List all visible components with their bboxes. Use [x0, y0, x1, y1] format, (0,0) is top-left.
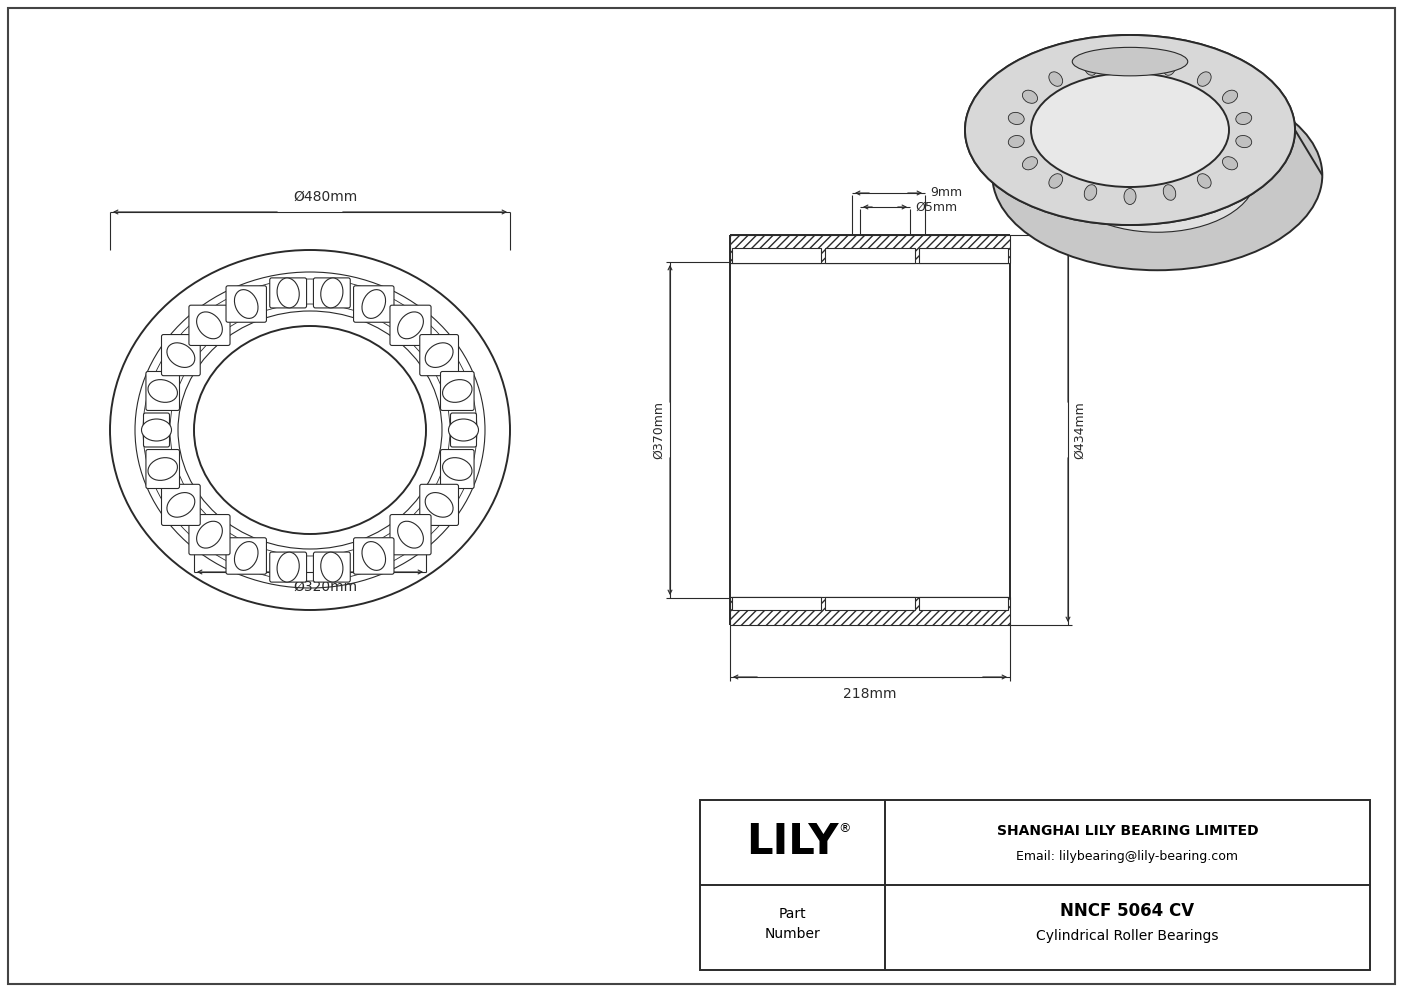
Ellipse shape: [965, 35, 1295, 225]
Ellipse shape: [397, 521, 424, 549]
Bar: [919, 248, 1007, 263]
FancyBboxPatch shape: [390, 515, 431, 555]
Ellipse shape: [1085, 185, 1097, 200]
Ellipse shape: [1049, 174, 1062, 188]
Text: 9mm: 9mm: [930, 186, 962, 199]
Text: Ø480mm: Ø480mm: [293, 190, 358, 204]
Ellipse shape: [1124, 56, 1136, 71]
Ellipse shape: [196, 521, 222, 549]
Ellipse shape: [1197, 71, 1211, 86]
Ellipse shape: [965, 35, 1295, 225]
FancyBboxPatch shape: [441, 371, 474, 411]
Ellipse shape: [1009, 112, 1024, 125]
Text: Part
Number: Part Number: [765, 908, 821, 940]
Ellipse shape: [276, 278, 299, 308]
Ellipse shape: [1222, 157, 1237, 170]
FancyBboxPatch shape: [189, 306, 230, 345]
Ellipse shape: [234, 542, 258, 570]
Ellipse shape: [1236, 112, 1251, 125]
Ellipse shape: [1023, 90, 1038, 103]
FancyBboxPatch shape: [313, 553, 351, 582]
FancyBboxPatch shape: [161, 484, 201, 526]
Ellipse shape: [1065, 118, 1243, 220]
Bar: [919, 597, 1007, 610]
Ellipse shape: [992, 80, 1322, 270]
Ellipse shape: [1236, 136, 1251, 148]
FancyBboxPatch shape: [146, 449, 180, 488]
Ellipse shape: [147, 380, 177, 403]
Ellipse shape: [1009, 136, 1024, 148]
Ellipse shape: [362, 542, 386, 570]
Ellipse shape: [276, 553, 299, 582]
Ellipse shape: [1163, 60, 1176, 75]
FancyBboxPatch shape: [161, 334, 201, 376]
Ellipse shape: [167, 343, 195, 367]
Ellipse shape: [1197, 174, 1211, 188]
Text: 218mm: 218mm: [843, 687, 897, 701]
Text: Email: lilybearing@lily-bearing.com: Email: lilybearing@lily-bearing.com: [1017, 849, 1239, 863]
Ellipse shape: [196, 311, 222, 338]
Ellipse shape: [1072, 48, 1188, 75]
Ellipse shape: [449, 419, 478, 441]
FancyBboxPatch shape: [354, 286, 394, 322]
Text: NNCF 5064 CV: NNCF 5064 CV: [1061, 902, 1194, 920]
Ellipse shape: [142, 419, 171, 441]
FancyBboxPatch shape: [226, 538, 267, 574]
Ellipse shape: [362, 290, 386, 318]
FancyBboxPatch shape: [269, 553, 307, 582]
FancyBboxPatch shape: [419, 334, 459, 376]
Text: Cylindrical Roller Bearings: Cylindrical Roller Bearings: [1037, 929, 1219, 943]
FancyBboxPatch shape: [441, 449, 474, 488]
Ellipse shape: [1049, 71, 1062, 86]
Text: SHANGHAI LILY BEARING LIMITED: SHANGHAI LILY BEARING LIMITED: [996, 823, 1258, 837]
FancyBboxPatch shape: [390, 306, 431, 345]
Ellipse shape: [167, 493, 195, 517]
Bar: [732, 597, 821, 610]
FancyBboxPatch shape: [143, 413, 170, 447]
Text: Ø5mm: Ø5mm: [915, 200, 957, 213]
FancyBboxPatch shape: [313, 278, 351, 308]
Bar: [825, 248, 915, 263]
Ellipse shape: [1085, 60, 1097, 75]
Bar: [730, 597, 1010, 625]
FancyBboxPatch shape: [354, 538, 394, 574]
FancyBboxPatch shape: [189, 515, 230, 555]
Text: Ø370mm: Ø370mm: [652, 401, 665, 459]
Bar: [730, 235, 1010, 263]
FancyBboxPatch shape: [419, 484, 459, 526]
Ellipse shape: [1124, 188, 1136, 204]
Bar: [732, 248, 821, 263]
Bar: [700, 800, 1369, 970]
Text: ®: ®: [838, 822, 850, 835]
Ellipse shape: [321, 278, 342, 308]
FancyBboxPatch shape: [450, 413, 477, 447]
Text: Ø434mm: Ø434mm: [1073, 401, 1086, 459]
Ellipse shape: [1058, 118, 1256, 232]
Ellipse shape: [1222, 90, 1237, 103]
FancyBboxPatch shape: [269, 278, 307, 308]
Ellipse shape: [1163, 185, 1176, 200]
FancyBboxPatch shape: [146, 371, 180, 411]
Text: LILY: LILY: [746, 821, 839, 863]
Ellipse shape: [425, 343, 453, 367]
Ellipse shape: [1031, 73, 1229, 187]
Text: Ø320mm: Ø320mm: [293, 580, 356, 594]
Ellipse shape: [442, 380, 471, 403]
Ellipse shape: [1031, 73, 1229, 187]
Ellipse shape: [1023, 157, 1038, 170]
Ellipse shape: [397, 311, 424, 338]
Ellipse shape: [442, 457, 471, 480]
Ellipse shape: [425, 493, 453, 517]
Ellipse shape: [147, 457, 177, 480]
Bar: [825, 597, 915, 610]
FancyBboxPatch shape: [226, 286, 267, 322]
Ellipse shape: [234, 290, 258, 318]
Ellipse shape: [321, 553, 342, 582]
